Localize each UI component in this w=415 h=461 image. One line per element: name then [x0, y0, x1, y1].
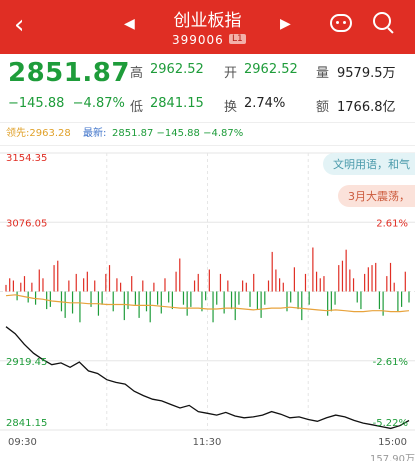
volume-max-label: 157.90万	[370, 454, 415, 461]
leader-value: 领先:2963.28	[6, 128, 71, 139]
low-value: 2841.15	[150, 96, 204, 111]
price-change: −145.88 −4.87%	[8, 96, 125, 111]
y-pct-tick-label: -5.22%	[373, 418, 408, 429]
open-value: 2962.52	[244, 62, 298, 77]
turnover-value: 2.74%	[244, 96, 286, 111]
index-code: 399006	[172, 33, 224, 47]
quote-panel: 2851.87 −145.88 −4.87% 高 2962.52 开 2962.…	[0, 54, 415, 122]
change-percent: −4.87%	[72, 96, 125, 111]
comment-bubble[interactable]: 3月大震荡，	[338, 185, 415, 207]
turnover-label: 换	[224, 100, 238, 115]
intraday-chart[interactable]: 3154.353076.052919.452841.155.22%2.61%-2…	[0, 145, 415, 461]
volume-label: 量	[316, 66, 330, 81]
level-badge: L1	[229, 34, 246, 44]
robot-icon[interactable]	[330, 14, 352, 32]
change-value: −145.88	[8, 96, 65, 111]
triangle-left-icon[interactable]: ◀	[124, 16, 135, 32]
search-icon[interactable]	[373, 12, 391, 30]
latest-value: 2851.87 −145.88 −4.87%	[112, 128, 244, 139]
top-bar: ‹ ◀ 创业板指 399006 L1 ▶	[0, 0, 415, 54]
x-tick-label: 15:00	[378, 437, 407, 448]
y-tick-label: 2841.15	[6, 418, 47, 429]
y-tick-label: 2919.45	[6, 357, 47, 368]
volume-footer: 157.90万	[0, 453, 415, 461]
low-label: 低	[130, 100, 144, 115]
y-tick-label: 3154.35	[6, 153, 47, 164]
y-tick-label: 3076.05	[6, 218, 47, 229]
page-title: 创业板指	[173, 11, 242, 31]
volume-value: 9579.5万	[337, 66, 396, 81]
triangle-right-icon[interactable]: ▶	[280, 16, 291, 32]
x-tick-label: 09:30	[8, 437, 37, 448]
open-label: 开	[224, 66, 238, 81]
high-value: 2962.52	[150, 62, 204, 77]
latest-label: 最新:	[83, 128, 107, 139]
amount-label: 额	[316, 100, 330, 115]
high-label: 高	[130, 66, 144, 81]
y-pct-tick-label: -2.61%	[373, 357, 408, 368]
amount-value: 1766.8亿	[337, 100, 396, 115]
y-pct-tick-label: 2.61%	[376, 218, 408, 229]
x-tick-label: 11:30	[193, 437, 222, 448]
price-line	[5, 326, 410, 430]
current-price: 2851.87	[8, 58, 130, 88]
chevron-left-icon[interactable]: ‹	[14, 10, 25, 40]
comment-bubble[interactable]: 文明用语，和气	[323, 153, 415, 175]
average-line	[5, 294, 410, 313]
stat-bar: 领先:2963.28 最新: 2851.87 −145.88 −4.87%	[0, 122, 415, 146]
